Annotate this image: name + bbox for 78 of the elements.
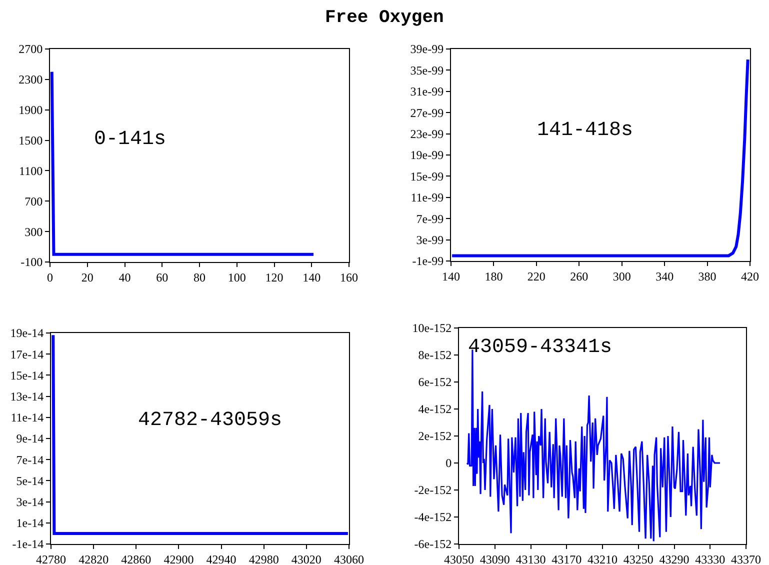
y-tick-label: 39e-99 bbox=[410, 42, 444, 56]
y-tick-label: -4e-152 bbox=[414, 510, 452, 524]
x-tick-label: 0 bbox=[47, 270, 53, 284]
x-tick-label: 160 bbox=[340, 270, 358, 284]
x-tick-label: 20 bbox=[81, 270, 94, 284]
x-tick-label: 140 bbox=[442, 269, 460, 284]
x-tick-label: 42820 bbox=[78, 552, 109, 565]
x-tick-label: 43330 bbox=[695, 552, 726, 565]
y-tick-label: -6e-152 bbox=[414, 537, 452, 552]
y-tick-label: 11e-14 bbox=[10, 410, 44, 425]
x-tick-label: 420 bbox=[741, 269, 759, 284]
y-tick-label: 300 bbox=[24, 224, 43, 239]
x-tick-label: 220 bbox=[527, 269, 546, 284]
x-tick-label: 42860 bbox=[121, 552, 152, 565]
y-tick-label: 2700 bbox=[18, 42, 43, 56]
y-tick-label: 5e-14 bbox=[16, 474, 44, 488]
x-tick-label: 60 bbox=[156, 270, 168, 284]
x-tick-label: 42900 bbox=[164, 552, 194, 565]
x-tick-label: 43060 bbox=[334, 552, 364, 565]
annotation: 0-141s bbox=[94, 128, 166, 151]
x-tick-label: 43130 bbox=[516, 552, 546, 565]
y-tick-label: -1e-99 bbox=[412, 254, 444, 268]
y-tick-label: 1100 bbox=[19, 164, 43, 178]
y-tick-label: 13e-14 bbox=[10, 390, 44, 404]
x-tick-label: 100 bbox=[228, 270, 246, 284]
y-tick-label: 700 bbox=[24, 194, 43, 208]
annotation: 141-418s bbox=[537, 119, 634, 142]
y-tick-label: 15e-14 bbox=[10, 368, 44, 382]
y-tick-label: -2e-152 bbox=[414, 483, 452, 498]
y-tick-label: 31e-99 bbox=[410, 84, 444, 99]
annotation: 42782-43059s bbox=[138, 409, 282, 432]
y-tick-label: 27e-99 bbox=[410, 106, 444, 120]
x-tick-label: 43290 bbox=[659, 552, 690, 565]
x-tick-label: 340 bbox=[656, 269, 674, 284]
y-tick-label: 2e-152 bbox=[418, 429, 452, 444]
x-tick-label: 42780 bbox=[36, 552, 66, 565]
y-tick-label: 15e-99 bbox=[410, 169, 444, 184]
x-tick-label: 43370 bbox=[731, 552, 761, 565]
y-tick-label: 6e-152 bbox=[418, 375, 452, 390]
x-tick-label: 180 bbox=[484, 269, 503, 284]
x-tick-label: 80 bbox=[194, 270, 206, 284]
chart-title: Free Oxygen bbox=[325, 8, 444, 28]
x-tick-label: 43210 bbox=[588, 552, 618, 565]
y-tick-label: 4e-152 bbox=[418, 402, 452, 416]
y-tick-label: 19e-99 bbox=[410, 148, 444, 162]
x-tick-label: 42940 bbox=[206, 552, 236, 565]
y-tick-label: 0 bbox=[446, 456, 452, 470]
x-tick-label: 260 bbox=[570, 269, 588, 284]
y-tick-label: 8e-152 bbox=[418, 348, 452, 362]
y-tick-label: 23e-99 bbox=[410, 127, 444, 141]
y-tick-label: 19e-14 bbox=[10, 326, 44, 340]
y-tick-label: 1e-14 bbox=[16, 516, 44, 530]
y-tick-label: 3e-99 bbox=[416, 233, 444, 247]
y-tick-label: 7e-99 bbox=[416, 212, 444, 226]
y-tick-label: 10e-152 bbox=[412, 321, 452, 336]
y-tick-label: 1500 bbox=[18, 133, 43, 148]
y-tick-label: 3e-14 bbox=[16, 495, 44, 509]
x-tick-label: 380 bbox=[698, 269, 716, 284]
y-tick-label: 35e-99 bbox=[410, 63, 444, 78]
y-tick-label: -1e-14 bbox=[12, 537, 44, 552]
annotation: 43059-43341s bbox=[468, 336, 612, 359]
x-tick-label: 42980 bbox=[248, 552, 279, 565]
x-tick-label: 40 bbox=[118, 270, 131, 284]
x-tick-label: 43020 bbox=[291, 552, 322, 565]
y-tick-label: 2300 bbox=[18, 72, 43, 87]
x-tick-label: 43050 bbox=[444, 552, 474, 565]
x-tick-label: 120 bbox=[265, 270, 284, 284]
x-tick-label: 43170 bbox=[552, 552, 582, 565]
y-tick-label: 7e-14 bbox=[16, 452, 44, 467]
y-tick-label: 9e-14 bbox=[16, 432, 44, 446]
y-tick-label: -100 bbox=[20, 255, 43, 270]
y-tick-label: 1900 bbox=[18, 103, 43, 118]
x-tick-label: 43090 bbox=[480, 552, 510, 565]
x-tick-label: 300 bbox=[612, 269, 631, 284]
y-tick-label: 11e-99 bbox=[410, 190, 444, 205]
y-tick-label: 17e-14 bbox=[10, 347, 44, 362]
x-tick-label: 140 bbox=[302, 270, 321, 284]
x-tick-label: 43250 bbox=[623, 552, 654, 565]
